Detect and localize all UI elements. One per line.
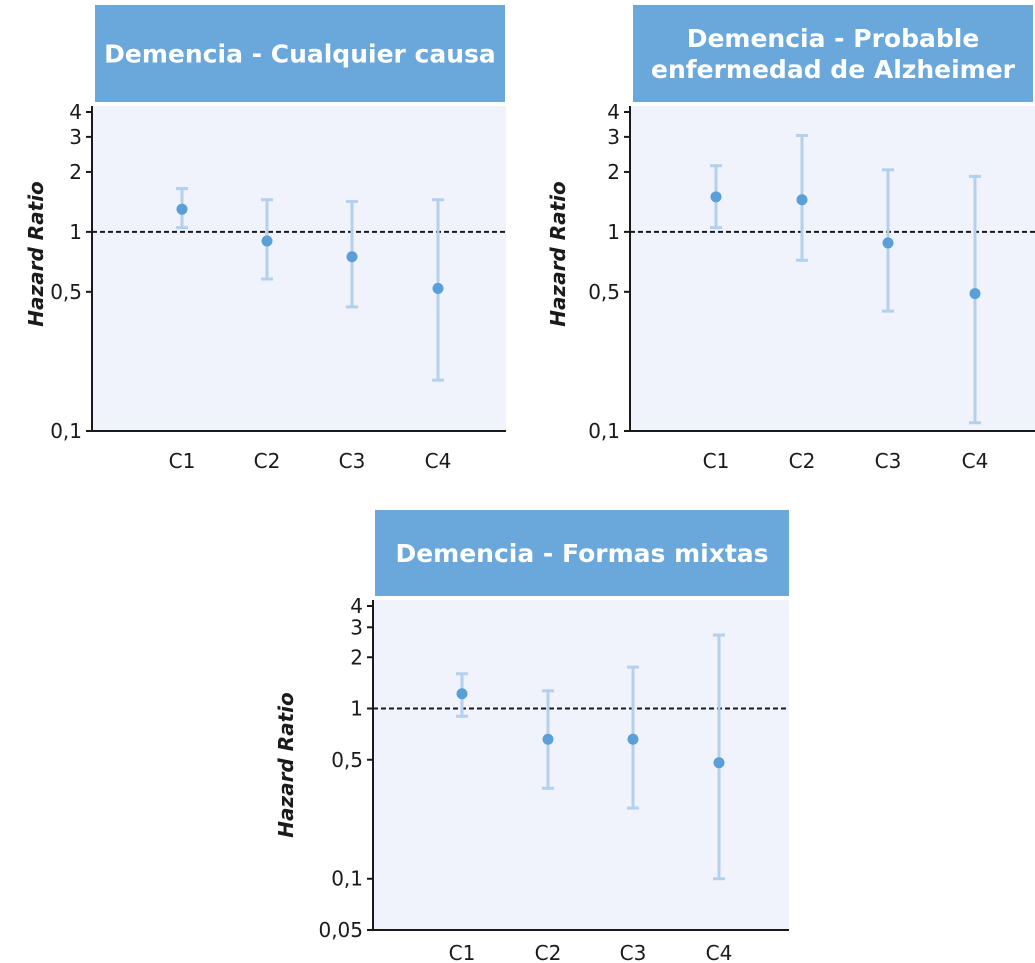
x-tick-label: C4 — [962, 449, 989, 473]
y-axis-title: Hazard Ratio — [274, 692, 298, 838]
data-point — [882, 237, 894, 249]
data-point — [627, 733, 639, 745]
y-axis-title: Hazard Ratio — [546, 181, 570, 327]
x-tick-label: C3 — [620, 941, 647, 963]
chart-title-line: Demencia - Formas mixtas — [395, 539, 768, 568]
y-tick-label: 2 — [607, 160, 620, 184]
y-tick-label: 1 — [350, 697, 363, 721]
data-point — [713, 757, 725, 769]
y-tick-label: 4 — [69, 100, 82, 124]
x-tick-label: C1 — [449, 941, 476, 963]
y-tick-label: 0,5 — [331, 748, 363, 772]
x-tick-label: C2 — [254, 449, 281, 473]
y-tick-label: 3 — [607, 125, 620, 149]
data-point — [176, 203, 188, 215]
y-tick-label: 3 — [350, 615, 363, 639]
x-tick-label: C4 — [425, 449, 452, 473]
y-tick-label: 0,1 — [50, 419, 82, 443]
chart-title-box — [633, 5, 1033, 102]
data-point — [346, 251, 358, 263]
data-point — [969, 288, 981, 300]
x-tick-label: C1 — [703, 449, 730, 473]
chart-title-line: Demencia - Cualquier causa — [104, 40, 496, 69]
x-tick-label: C2 — [535, 941, 562, 963]
data-point — [542, 733, 554, 745]
chart-title-line: Demencia - Probable — [687, 24, 980, 53]
chart-title-box — [375, 510, 789, 596]
data-point — [710, 191, 722, 203]
data-point — [456, 688, 468, 700]
chart-title-line: enfermedad de Alzheimer — [651, 55, 1016, 84]
y-tick-label: 1 — [69, 220, 82, 244]
y-tick-label: 0,1 — [331, 867, 363, 891]
data-point — [432, 282, 444, 294]
plot-area — [92, 106, 506, 431]
y-tick-label: 0,5 — [50, 280, 82, 304]
x-tick-label: C4 — [706, 941, 733, 963]
y-tick-label: 0,05 — [318, 918, 363, 942]
y-tick-label: 1 — [607, 220, 620, 244]
x-tick-label: C1 — [169, 449, 196, 473]
y-tick-label: 3 — [69, 125, 82, 149]
x-tick-label: C3 — [339, 449, 366, 473]
error-bar — [713, 633, 725, 881]
y-tick-label: 0,1 — [588, 419, 620, 443]
y-axis-title: Hazard Ratio — [24, 181, 48, 327]
y-tick-label: 4 — [350, 594, 363, 618]
chart-panel-3: Demencia - Formas mixtas 0,05 0,1 0,5 1 2 34 Ha… — [274, 510, 789, 963]
plot-area — [630, 106, 1035, 431]
error-bar — [969, 174, 981, 425]
y-tick-label: 4 — [607, 100, 620, 124]
y-tick-label: 0,5 — [588, 280, 620, 304]
y-tick-label: 2 — [350, 645, 363, 669]
x-tick-label: C3 — [875, 449, 902, 473]
chart-title-box — [95, 5, 505, 102]
data-point — [261, 235, 273, 247]
y-tick-label: 2 — [69, 160, 82, 184]
data-point — [796, 194, 808, 206]
plot-area — [373, 600, 789, 930]
x-tick-label: C2 — [789, 449, 816, 473]
chart-panel-1: Demencia - Cualquier causa 0,1 0,5 1 2 34 Haza… — [24, 5, 506, 473]
